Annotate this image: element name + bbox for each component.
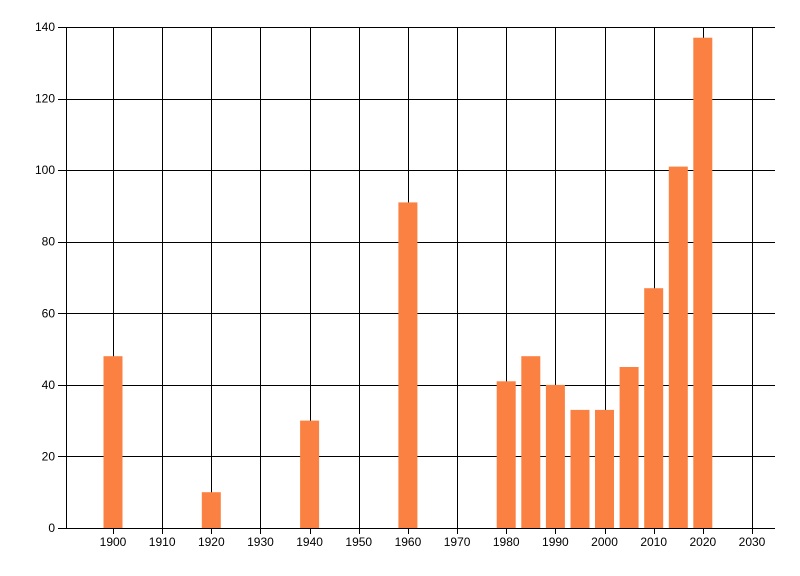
x-tick-label: 1960	[395, 535, 422, 549]
bar-2015	[668, 166, 688, 528]
bar-1990	[545, 384, 565, 528]
y-tick-label: 120	[35, 92, 55, 106]
x-tick-label: 2030	[739, 535, 766, 549]
x-tick-label: 1940	[296, 535, 323, 549]
y-tick-label: 0	[48, 521, 55, 535]
x-tick-label: 1980	[493, 535, 520, 549]
x-tick-label: 1990	[542, 535, 569, 549]
bar-2000	[595, 409, 614, 528]
y-tick-label: 60	[42, 306, 56, 320]
y-tick-label: 40	[42, 378, 56, 392]
bar-1900	[103, 356, 123, 528]
y-tick-label: 20	[42, 449, 56, 463]
bar-2005	[619, 367, 639, 528]
bar-1995	[570, 409, 590, 528]
bar-1960	[398, 202, 418, 528]
bar-1985	[521, 356, 541, 528]
bar-1940	[300, 420, 320, 528]
bar-2010	[644, 288, 664, 528]
y-tick-label: 100	[35, 163, 55, 177]
y-tick-label: 140	[35, 20, 55, 34]
bar-1920	[201, 492, 221, 528]
x-tick-label: 2000	[591, 535, 618, 549]
y-tick-label: 80	[42, 235, 56, 249]
x-tick-label: 1920	[198, 535, 225, 549]
bar-2020	[693, 37, 713, 528]
x-tick-label: 1970	[444, 535, 471, 549]
bar-1980	[496, 381, 516, 528]
x-tick-label: 1950	[345, 535, 372, 549]
x-tick-label: 1930	[247, 535, 274, 549]
x-tick-label: 1910	[149, 535, 176, 549]
x-tick-label: 1900	[100, 535, 127, 549]
x-tick-label: 2010	[640, 535, 667, 549]
x-tick-label: 2020	[689, 535, 716, 549]
